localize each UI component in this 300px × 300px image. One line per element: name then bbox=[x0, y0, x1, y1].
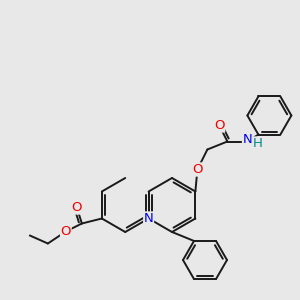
Text: N: N bbox=[242, 133, 252, 146]
Text: O: O bbox=[192, 163, 202, 176]
Text: O: O bbox=[214, 119, 225, 132]
Text: O: O bbox=[61, 225, 71, 238]
Text: H: H bbox=[252, 137, 262, 150]
Text: O: O bbox=[72, 201, 82, 214]
Text: N: N bbox=[144, 212, 154, 225]
